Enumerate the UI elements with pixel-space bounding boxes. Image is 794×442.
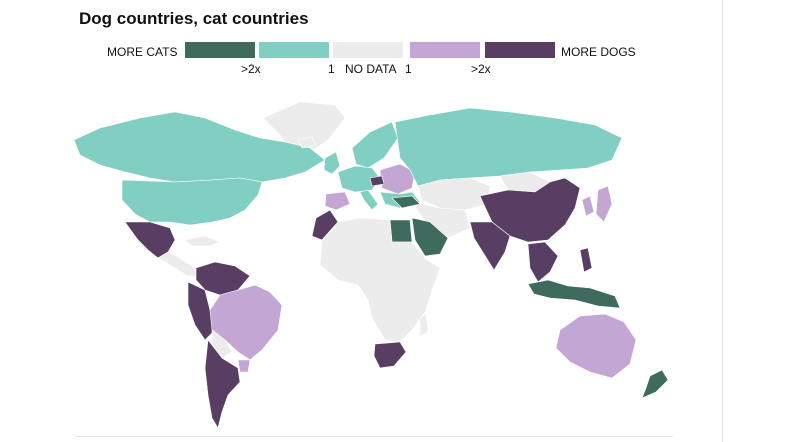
map-region-philippines bbox=[579, 247, 593, 273]
map-region-chile-argentina bbox=[204, 339, 241, 429]
legend-swatch-cats-strong bbox=[185, 42, 255, 58]
legend-tick-dogs-1: 1 bbox=[405, 62, 412, 76]
map-region-greenland bbox=[262, 101, 346, 153]
map-region-madagascar bbox=[419, 313, 429, 337]
legend-tick-cats-2x: >2x bbox=[241, 62, 261, 76]
map-region-africa bbox=[319, 217, 441, 343]
legend-swatch-dogs bbox=[410, 42, 480, 58]
map-region-japan bbox=[595, 185, 613, 223]
legend-left-label: MORE CATS bbox=[107, 45, 178, 59]
map-region-indonesia bbox=[527, 279, 621, 309]
legend-swatch-cats bbox=[259, 42, 329, 58]
map-region-canada bbox=[73, 111, 326, 183]
map-region-new-zealand bbox=[641, 369, 669, 399]
legend-swatch-dogs-strong bbox=[485, 42, 555, 58]
map-region-iberia bbox=[324, 191, 351, 211]
map-region-caribbean bbox=[184, 235, 221, 247]
legend-tick-nodata: NO DATA bbox=[345, 62, 397, 76]
map-region-central-america bbox=[157, 251, 199, 277]
map-region-russia bbox=[394, 107, 623, 187]
map-region-central-asia bbox=[417, 177, 491, 211]
map-region-turkey bbox=[391, 195, 421, 209]
legend-swatch-nodata bbox=[333, 42, 403, 58]
map-region-india bbox=[469, 221, 511, 271]
map-region-usa bbox=[121, 177, 263, 226]
map-region-south-africa bbox=[373, 341, 407, 369]
map-region-australia bbox=[555, 313, 637, 379]
bottom-divider bbox=[75, 436, 673, 437]
map-region-southeast-asia bbox=[527, 241, 559, 283]
map-region-peru bbox=[187, 281, 216, 341]
page-title: Dog countries, cat countries bbox=[79, 9, 309, 28]
map-region-iceland bbox=[297, 136, 317, 149]
legend-right-label: MORE DOGS bbox=[561, 45, 636, 59]
map-region-italy bbox=[359, 189, 379, 211]
legend-tick-cats-1: 1 bbox=[328, 62, 335, 76]
map-region-scandinavia bbox=[351, 121, 399, 169]
map-region-eastern-europe bbox=[379, 163, 416, 195]
map-region-korea bbox=[581, 195, 595, 217]
legend-tick-dogs-2x: >2x bbox=[471, 62, 491, 76]
map-region-egypt bbox=[389, 219, 413, 243]
map-region-saudi-arabia bbox=[411, 217, 449, 257]
right-divider bbox=[722, 0, 723, 442]
map-region-uk bbox=[323, 151, 341, 175]
map-region-uruguay bbox=[237, 359, 251, 373]
map-region-central-europe bbox=[369, 175, 385, 187]
